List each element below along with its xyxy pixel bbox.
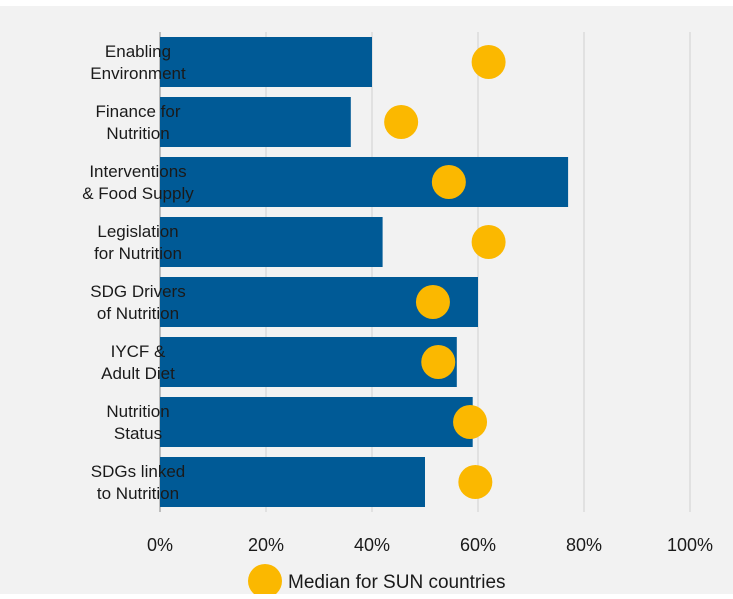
- median-marker: [384, 105, 419, 139]
- legend-marker-swatch: [248, 564, 282, 598]
- x-tick-label: 40%: [354, 535, 390, 555]
- category-label-line: Status: [114, 424, 162, 443]
- category-label-line: SDGs linked: [91, 462, 185, 481]
- bar: [160, 97, 351, 147]
- category-label-line: SDG Drivers: [90, 282, 185, 301]
- x-tick-labels: 0% 20% 40% 60% 80% 100%: [147, 535, 713, 555]
- median-marker: [415, 285, 450, 319]
- category-label: Finance for Nutrition: [95, 102, 180, 143]
- median-marker: [421, 345, 456, 379]
- bar: [160, 157, 569, 207]
- median-marker: [471, 225, 506, 259]
- x-tick-label: 80%: [566, 535, 602, 555]
- bar: [160, 397, 473, 447]
- category-label-line: Enabling: [105, 42, 171, 61]
- median-markers: [384, 45, 506, 499]
- category-label: SDG Drivers of Nutrition: [90, 282, 185, 323]
- category-label-line: Legislation: [97, 222, 178, 241]
- category-labels: Enabling Environment Finance for Nutrition I…: [82, 42, 194, 503]
- bar: [160, 37, 372, 87]
- bar: [160, 217, 383, 267]
- x-tick-label: 0%: [147, 535, 173, 555]
- category-label: Enabling Environment: [90, 42, 186, 83]
- category-label: Legislation for Nutrition: [94, 222, 182, 263]
- x-tick-label: 60%: [460, 535, 496, 555]
- median-marker: [453, 405, 488, 439]
- category-label: Nutrition Status: [106, 402, 169, 443]
- category-label-line: Adult Diet: [101, 364, 175, 383]
- median-marker: [471, 45, 506, 79]
- category-label-line: for Nutrition: [94, 244, 182, 263]
- category-label-line: & Food Supply: [82, 184, 194, 203]
- category-label: Interventions & Food Supply: [82, 162, 194, 203]
- legend-label: Median for SUN countries: [288, 572, 506, 593]
- x-tick-label: 20%: [248, 535, 284, 555]
- category-label-line: Environment: [90, 64, 186, 83]
- legend: Median for SUN countries: [248, 564, 506, 598]
- median-marker: [431, 165, 466, 199]
- bar: [160, 337, 457, 387]
- category-label-line: Nutrition: [106, 124, 169, 143]
- category-label-line: to Nutrition: [97, 484, 179, 503]
- category-label-line: Finance for: [95, 102, 180, 121]
- category-label: SDGs linked to Nutrition: [91, 462, 185, 503]
- category-label: IYCF & Adult Diet: [101, 342, 175, 383]
- category-label-line: Nutrition: [106, 402, 169, 421]
- bar: [160, 457, 425, 507]
- category-label-line: Interventions: [89, 162, 186, 181]
- category-label-line: of Nutrition: [97, 304, 179, 323]
- x-tick-label: 100%: [667, 535, 713, 555]
- median-marker: [458, 465, 493, 499]
- bars: [160, 37, 569, 507]
- category-label-line: IYCF &: [111, 342, 166, 361]
